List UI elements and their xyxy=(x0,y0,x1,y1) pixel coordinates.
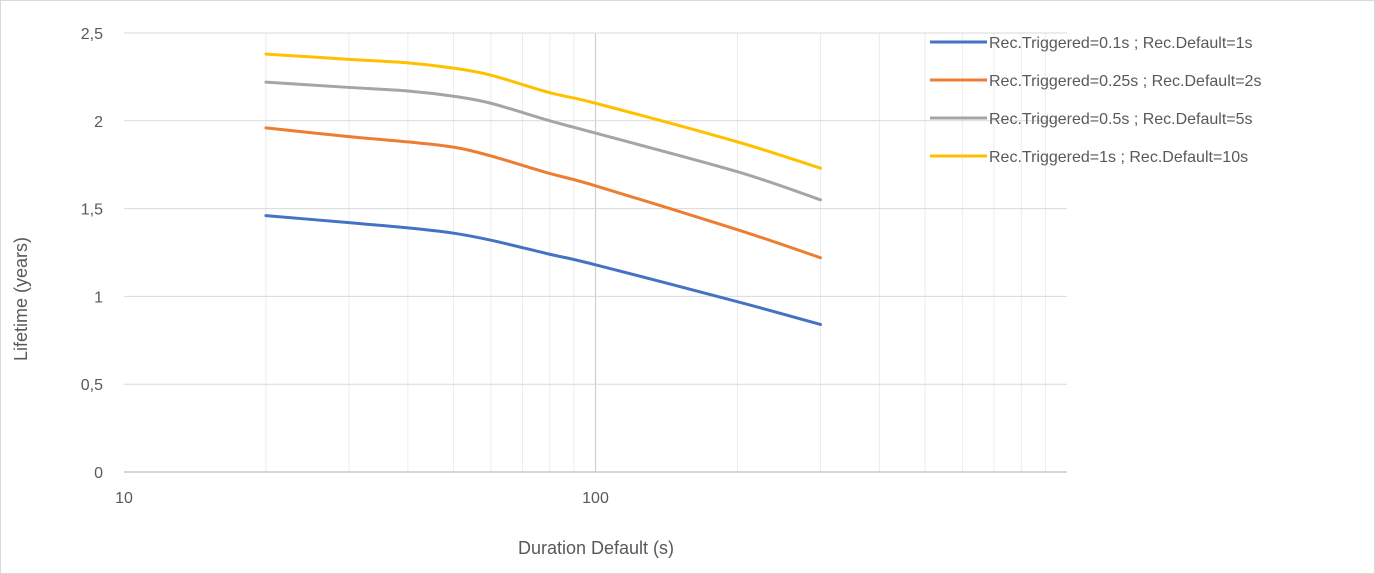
y-tick-label: 2 xyxy=(94,114,103,131)
y-tick-label: 0,5 xyxy=(81,377,103,394)
y-axis-title: Lifetime (years) xyxy=(11,237,31,361)
minor-gridlines xyxy=(266,33,1045,472)
tick-labels: 0 0,5 1 1,5 2 2,5 10 100 xyxy=(81,26,609,507)
y-tick-label: 2,5 xyxy=(81,26,103,43)
legend-label: Rec.Triggered=1s ; Rec.Default=10s xyxy=(989,149,1248,166)
legend: Rec.Triggered=0.1s ; Rec.Default=1s Rec.T… xyxy=(930,35,1261,166)
x-axis-title: Duration Default (s) xyxy=(518,538,674,558)
y-tick-label: 1,5 xyxy=(81,202,103,219)
y-tick-label: 0 xyxy=(94,465,103,482)
legend-label: Rec.Triggered=0.1s ; Rec.Default=1s xyxy=(989,35,1253,52)
x-tick-label: 10 xyxy=(115,490,133,507)
legend-label: Rec.Triggered=0.25s ; Rec.Default=2s xyxy=(989,73,1261,90)
x-tick-label: 100 xyxy=(582,490,609,507)
y-tick-label: 1 xyxy=(94,289,103,306)
legend-label: Rec.Triggered=0.5s ; Rec.Default=5s xyxy=(989,111,1253,128)
